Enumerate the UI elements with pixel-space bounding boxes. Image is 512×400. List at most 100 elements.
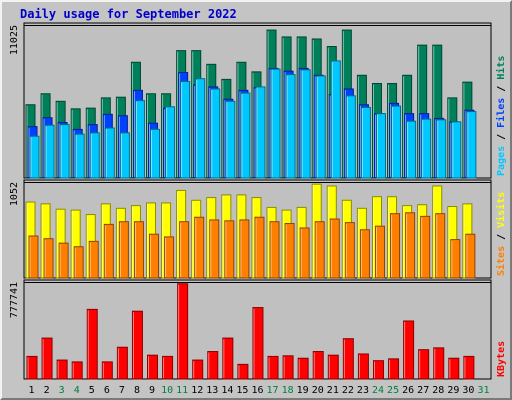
kbytes-bar-8-body xyxy=(131,310,143,380)
pages-bar-16-body xyxy=(255,86,266,179)
kbytes-bar-29-body xyxy=(448,357,460,380)
kbytes-bar-3 xyxy=(56,359,68,380)
sites-bar-29-body xyxy=(450,239,461,279)
sites-bar-14 xyxy=(224,220,235,279)
kbytes-bar-4-body xyxy=(71,361,83,380)
pages-bar-29-body xyxy=(451,121,462,179)
sites-bar-26-body xyxy=(405,212,416,279)
day-label-30: 30 xyxy=(462,385,474,396)
sites-bar-9-body xyxy=(149,233,160,279)
kbytes-bar-30-body xyxy=(463,355,475,380)
day-label-17: 17 xyxy=(267,385,279,396)
kbytes-bar-21-body xyxy=(327,354,339,380)
ymax-label-1: 11025 xyxy=(9,25,20,55)
kbytes-bar-6-body xyxy=(101,361,113,380)
pages-bar-28 xyxy=(436,119,447,179)
pages-bar-17 xyxy=(270,68,281,179)
day-label-27: 27 xyxy=(417,385,429,396)
sites-bar-14-body xyxy=(224,220,235,279)
sites-bar-23-body xyxy=(359,229,370,279)
legend-1: Pages / Files / Hits xyxy=(495,56,507,176)
sites-bar-2 xyxy=(43,238,54,279)
sites-bar-24-body xyxy=(374,225,385,279)
sites-bar-28 xyxy=(435,213,446,279)
kbytes-bar-10-body xyxy=(162,355,174,380)
kbytes-bar-20 xyxy=(312,351,324,380)
pages-bar-30-body xyxy=(466,111,477,179)
pages-bar-30 xyxy=(466,111,477,179)
kbytes-bar-30 xyxy=(463,355,475,380)
sites-bar-1 xyxy=(28,235,39,279)
kbytes-bar-14-body xyxy=(222,337,234,380)
kbytes-bar-11 xyxy=(177,283,189,380)
sites-bar-9 xyxy=(149,233,160,279)
kbytes-bar-15-body xyxy=(237,363,249,380)
pages-bar-24 xyxy=(375,113,386,179)
legend-item-files: Files xyxy=(495,98,507,128)
day-label-28: 28 xyxy=(432,385,444,396)
sites-bar-22 xyxy=(344,222,355,279)
pages-bar-8-body xyxy=(134,100,145,179)
kbytes-bar-23-body xyxy=(357,353,369,380)
pages-bar-13-body xyxy=(210,88,221,179)
day-label-16: 16 xyxy=(251,385,263,396)
legend-separator: / xyxy=(496,128,507,146)
sites-bar-17-body xyxy=(269,221,280,279)
kbytes-bar-25-body xyxy=(388,358,400,380)
pages-bar-20-body xyxy=(315,75,326,179)
kbytes-bar-26-body xyxy=(403,320,415,380)
sites-bar-12-body xyxy=(194,216,205,279)
pages-bar-15-body xyxy=(240,92,251,179)
pages-bar-24-body xyxy=(375,113,386,179)
legend-item-hits: Hits xyxy=(495,56,507,80)
sites-bar-12 xyxy=(194,216,205,279)
pages-bar-9-body xyxy=(150,128,161,179)
day-label-1: 1 xyxy=(29,385,35,396)
pages-bar-7-body xyxy=(119,132,130,179)
kbytes-bar-16 xyxy=(252,307,264,380)
kbytes-bar-24 xyxy=(372,360,384,380)
sites-bar-7-body xyxy=(118,221,129,279)
sites-bar-25 xyxy=(390,213,401,279)
pages-bar-20 xyxy=(315,75,326,179)
sites-bar-3 xyxy=(58,242,69,279)
kbytes-bar-19 xyxy=(297,357,309,380)
pages-bar-27 xyxy=(421,118,432,179)
sites-bar-15 xyxy=(239,219,250,279)
pages-bar-10 xyxy=(165,106,176,179)
pages-bar-3-body xyxy=(59,124,70,179)
pages-bar-26-body xyxy=(406,120,417,179)
pages-bar-16 xyxy=(255,86,266,179)
sites-bar-11 xyxy=(179,221,190,279)
pages-bar-1 xyxy=(29,135,40,179)
day-label-5: 5 xyxy=(89,385,95,396)
pages-bar-6-body xyxy=(104,127,115,179)
pages-bar-12-body xyxy=(195,78,206,179)
pages-bar-11 xyxy=(180,80,191,179)
day-label-2: 2 xyxy=(44,385,50,396)
sites-bar-21 xyxy=(329,218,340,279)
pages-bar-17-body xyxy=(270,68,281,179)
day-label-15: 15 xyxy=(236,385,248,396)
sites-bar-17 xyxy=(269,221,280,279)
day-label-8: 8 xyxy=(134,385,140,396)
kbytes-bar-19-body xyxy=(297,357,309,380)
kbytes-bar-1-body xyxy=(26,355,38,380)
pages-bar-9 xyxy=(150,128,161,179)
kbytes-bar-11-body xyxy=(177,283,189,380)
sites-bar-3-body xyxy=(58,242,69,279)
sites-bar-4-body xyxy=(73,246,84,279)
day-label-31: 31 xyxy=(477,385,489,396)
pages-bar-22 xyxy=(345,95,356,179)
day-label-10: 10 xyxy=(161,385,173,396)
kbytes-bar-4 xyxy=(71,361,83,380)
sites-bar-20 xyxy=(314,221,325,279)
sites-bar-22-body xyxy=(344,222,355,279)
day-label-21: 21 xyxy=(327,385,339,396)
pages-bar-27-body xyxy=(421,118,432,179)
sites-bar-18-body xyxy=(284,222,295,279)
sites-bar-19 xyxy=(299,227,310,279)
sites-bar-8-body xyxy=(133,221,144,279)
day-label-23: 23 xyxy=(357,385,369,396)
